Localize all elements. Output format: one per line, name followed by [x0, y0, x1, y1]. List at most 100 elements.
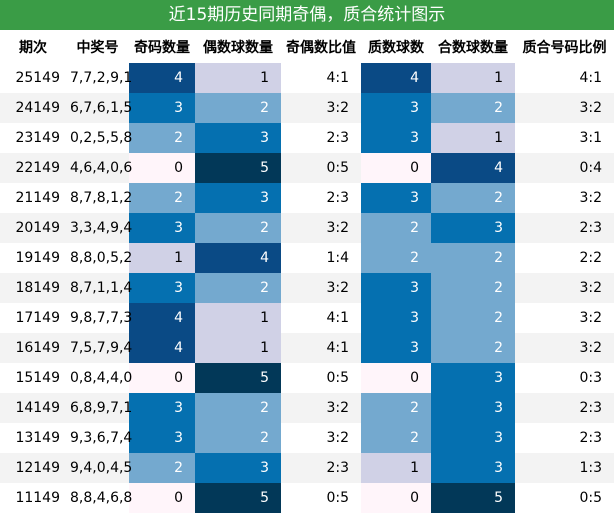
prime-composite-ratio-cell: 2:3 — [515, 393, 614, 423]
odd-count-cell: 4 — [129, 333, 195, 363]
prime-composite-ratio-cell: 3:2 — [515, 93, 614, 123]
table-row: 23149 0,2,5,5,8 2 3 2:3 3 1 3:1 — [0, 123, 614, 153]
odd-count-cell: 2 — [129, 183, 195, 213]
issue-cell: 14149 — [0, 393, 66, 423]
odd-count-cell: 0 — [129, 483, 195, 513]
odd-even-ratio-cell: 0:5 — [281, 153, 361, 183]
odd-count-cell: 0 — [129, 363, 195, 393]
header-odd-count: 奇码数量 — [129, 30, 195, 63]
header-prime-composite-ratio: 质合号码比例 — [515, 30, 614, 63]
prime-count-cell: 3 — [361, 183, 431, 213]
odd-count-cell: 2 — [129, 453, 195, 483]
winning-numbers-cell: 6,8,9,7,1 — [66, 393, 132, 423]
composite-count-cell: 1 — [431, 123, 515, 153]
issue-cell: 24149 — [0, 93, 66, 123]
even-count-cell: 3 — [195, 453, 281, 483]
issue-cell: 19149 — [0, 243, 66, 273]
odd-even-ratio-cell: 2:3 — [281, 123, 361, 153]
winning-numbers-cell: 9,3,6,7,4 — [66, 423, 132, 453]
prime-composite-ratio-cell: 1:3 — [515, 453, 614, 483]
issue-cell: 23149 — [0, 123, 66, 153]
even-count-cell: 5 — [195, 483, 281, 513]
header-winning-numbers: 中奖号 — [66, 30, 129, 63]
prime-count-cell: 4 — [361, 63, 431, 93]
winning-numbers-cell: 0,2,5,5,8 — [66, 123, 132, 153]
odd-even-ratio-cell: 0:5 — [281, 483, 361, 513]
table-row: 22149 4,6,4,0,6 0 5 0:5 0 4 0:4 — [0, 153, 614, 183]
header-prime-count: 质数球数 — [361, 30, 431, 63]
issue-cell: 17149 — [0, 303, 66, 333]
winning-numbers-cell: 8,7,1,1,4 — [66, 273, 132, 303]
composite-count-cell: 2 — [431, 303, 515, 333]
table-row: 12149 9,4,0,4,5 2 3 2:3 1 3 1:3 — [0, 453, 614, 483]
composite-count-cell: 2 — [431, 333, 515, 363]
composite-count-cell: 3 — [431, 363, 515, 393]
header-issue: 期次 — [0, 30, 66, 63]
winning-numbers-cell: 3,3,4,9,4 — [66, 213, 132, 243]
issue-cell: 16149 — [0, 333, 66, 363]
table-row: 17149 9,8,7,7,3 4 1 4:1 3 2 3:2 — [0, 303, 614, 333]
composite-count-cell: 5 — [431, 483, 515, 513]
table-row: 11149 8,8,4,6,8 0 5 0:5 0 5 0:5 — [0, 483, 614, 513]
prime-composite-ratio-cell: 0:4 — [515, 153, 614, 183]
table-row: 15149 0,8,4,4,0 0 5 0:5 0 3 0:3 — [0, 363, 614, 393]
composite-count-cell: 4 — [431, 153, 515, 183]
even-count-cell: 5 — [195, 153, 281, 183]
composite-count-cell: 2 — [431, 93, 515, 123]
odd-even-ratio-cell: 3:2 — [281, 273, 361, 303]
odd-count-cell: 4 — [129, 303, 195, 333]
odd-even-ratio-cell: 4:1 — [281, 63, 361, 93]
winning-numbers-cell: 4,6,4,0,6 — [66, 153, 132, 183]
table-row: 18149 8,7,1,1,4 3 2 3:2 3 2 3:2 — [0, 273, 614, 303]
even-count-cell: 1 — [195, 303, 281, 333]
even-count-cell: 2 — [195, 93, 281, 123]
issue-cell: 20149 — [0, 213, 66, 243]
even-count-cell: 5 — [195, 363, 281, 393]
table-row: 24149 6,7,6,1,5 3 2 3:2 3 2 3:2 — [0, 93, 614, 123]
even-count-cell: 4 — [195, 243, 281, 273]
composite-count-cell: 3 — [431, 423, 515, 453]
prime-count-cell: 3 — [361, 303, 431, 333]
prime-composite-ratio-cell: 3:2 — [515, 303, 614, 333]
even-count-cell: 3 — [195, 123, 281, 153]
prime-count-cell: 2 — [361, 213, 431, 243]
page-title: 近15期历史同期奇偶，质合统计图示 — [0, 0, 614, 30]
header-even-count: 偶数球数量 — [195, 30, 281, 63]
issue-cell: 12149 — [0, 453, 66, 483]
prime-composite-ratio-cell: 3:2 — [515, 333, 614, 363]
odd-count-cell: 2 — [129, 123, 195, 153]
composite-count-cell: 3 — [431, 393, 515, 423]
even-count-cell: 3 — [195, 183, 281, 213]
issue-cell: 11149 — [0, 483, 66, 513]
odd-count-cell: 0 — [129, 153, 195, 183]
odd-count-cell: 4 — [129, 63, 195, 93]
prime-composite-ratio-cell: 3:1 — [515, 123, 614, 153]
odd-count-cell: 3 — [129, 213, 195, 243]
issue-cell: 15149 — [0, 363, 66, 393]
odd-even-ratio-cell: 3:2 — [281, 393, 361, 423]
header-composite-count: 合数球数量 — [431, 30, 515, 63]
header-row: 期次 中奖号 奇码数量 偶数球数量 奇偶数比值 质数球数 合数球数量 质合号码比… — [0, 30, 614, 63]
table-row: 14149 6,8,9,7,1 3 2 3:2 2 3 2:3 — [0, 393, 614, 423]
table-row: 25149 7,7,2,9,1 4 1 4:1 4 1 4:1 — [0, 63, 614, 93]
prime-count-cell: 0 — [361, 483, 431, 513]
prime-composite-ratio-cell: 0:3 — [515, 363, 614, 393]
issue-cell: 25149 — [0, 63, 66, 93]
issue-cell: 18149 — [0, 273, 66, 303]
odd-count-cell: 3 — [129, 93, 195, 123]
odd-even-ratio-cell: 4:1 — [281, 333, 361, 363]
even-count-cell: 1 — [195, 333, 281, 363]
table-row: 20149 3,3,4,9,4 3 2 3:2 2 3 2:3 — [0, 213, 614, 243]
prime-composite-ratio-cell: 4:1 — [515, 63, 614, 93]
even-count-cell: 2 — [195, 273, 281, 303]
composite-count-cell: 1 — [431, 63, 515, 93]
prime-composite-ratio-cell: 3:2 — [515, 183, 614, 213]
prime-composite-ratio-cell: 2:3 — [515, 213, 614, 243]
table-row: 13149 9,3,6,7,4 3 2 3:2 2 3 2:3 — [0, 423, 614, 453]
table-row: 19149 8,8,0,5,2 1 4 1:4 2 2 2:2 — [0, 243, 614, 273]
winning-numbers-cell: 7,5,7,9,4 — [66, 333, 132, 363]
winning-numbers-cell: 7,7,2,9,1 — [66, 63, 132, 93]
composite-count-cell: 3 — [431, 453, 515, 483]
winning-numbers-cell: 8,8,0,5,2 — [66, 243, 132, 273]
winning-numbers-cell: 9,4,0,4,5 — [66, 453, 132, 483]
